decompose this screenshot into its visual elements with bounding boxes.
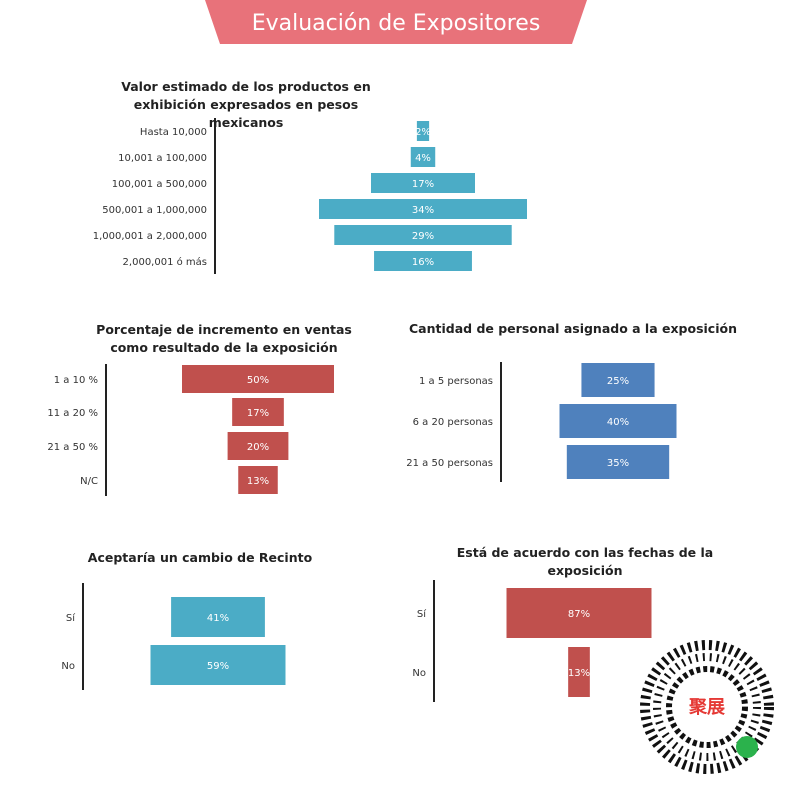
- bar: [506, 588, 652, 638]
- bar: [182, 365, 334, 393]
- category-label: 1,000,001 a 2,000,000: [93, 231, 207, 242]
- value-label: 29%: [412, 231, 434, 242]
- value-label: 2%: [415, 127, 431, 138]
- category-label: 1 a 5 personas: [419, 376, 493, 387]
- chart-title: Aceptaría un cambio de Recinto: [87, 550, 313, 565]
- qr-badge: [640, 640, 774, 774]
- value-label: 17%: [412, 179, 434, 190]
- bar: [334, 225, 512, 245]
- banner: [205, 0, 587, 44]
- bar: [581, 363, 655, 397]
- category-label: 10,001 a 100,000: [118, 153, 207, 164]
- value-label: 4%: [415, 153, 431, 164]
- category-label: 100,001 a 500,000: [112, 179, 207, 190]
- value-label: 50%: [247, 375, 269, 386]
- value-label: 40%: [607, 417, 629, 428]
- chart-title: Valor estimado de los productos en exhib…: [121, 79, 371, 130]
- category-label: N/C: [80, 476, 98, 487]
- bar: [371, 173, 475, 193]
- bar: [559, 404, 677, 438]
- category-label: Sí: [66, 612, 76, 624]
- page-title: Evaluación de Expositores: [252, 11, 541, 36]
- category-label: Hasta 10,000: [140, 127, 207, 138]
- bar: [566, 445, 670, 479]
- value-label: 87%: [568, 609, 590, 620]
- value-label: 34%: [412, 205, 434, 216]
- value-label: 13%: [568, 668, 590, 679]
- bar: [568, 647, 590, 697]
- category-label: 1 a 10 %: [54, 375, 98, 386]
- value-label: 35%: [607, 458, 629, 469]
- bar: [150, 645, 286, 685]
- bar: [238, 466, 278, 494]
- category-label: 11 a 20 %: [47, 408, 98, 419]
- category-label: No: [61, 661, 75, 672]
- bar: [319, 199, 527, 219]
- bar: [410, 147, 436, 167]
- bar: [374, 251, 472, 271]
- value-label: 20%: [247, 442, 269, 453]
- category-label: 500,001 a 1,000,000: [102, 205, 207, 216]
- bar: [171, 597, 265, 637]
- bar: [227, 432, 289, 460]
- category-label: No: [412, 668, 426, 679]
- logo-text: 聚展: [688, 697, 726, 718]
- chart-title: Está de acuerdo con las fechas de la exp…: [456, 545, 714, 578]
- value-label: 41%: [207, 613, 229, 624]
- bar: [416, 121, 430, 141]
- category-label: 6 a 20 personas: [413, 417, 493, 428]
- chart-title: Cantidad de personal asignado a la expos…: [409, 321, 737, 336]
- value-label: 16%: [412, 257, 434, 268]
- value-label: 17%: [247, 408, 269, 419]
- value-label: 13%: [247, 476, 269, 487]
- chart-title: Porcentaje de incremento en ventas como …: [96, 322, 352, 355]
- bar: [232, 398, 284, 426]
- value-label: 25%: [607, 376, 629, 387]
- category-label: 2,000,001 ó más: [123, 256, 207, 268]
- category-label: Sí: [417, 608, 427, 620]
- category-label: 21 a 50 %: [47, 442, 98, 453]
- category-label: 21 a 50 personas: [406, 458, 493, 469]
- value-label: 59%: [207, 661, 229, 672]
